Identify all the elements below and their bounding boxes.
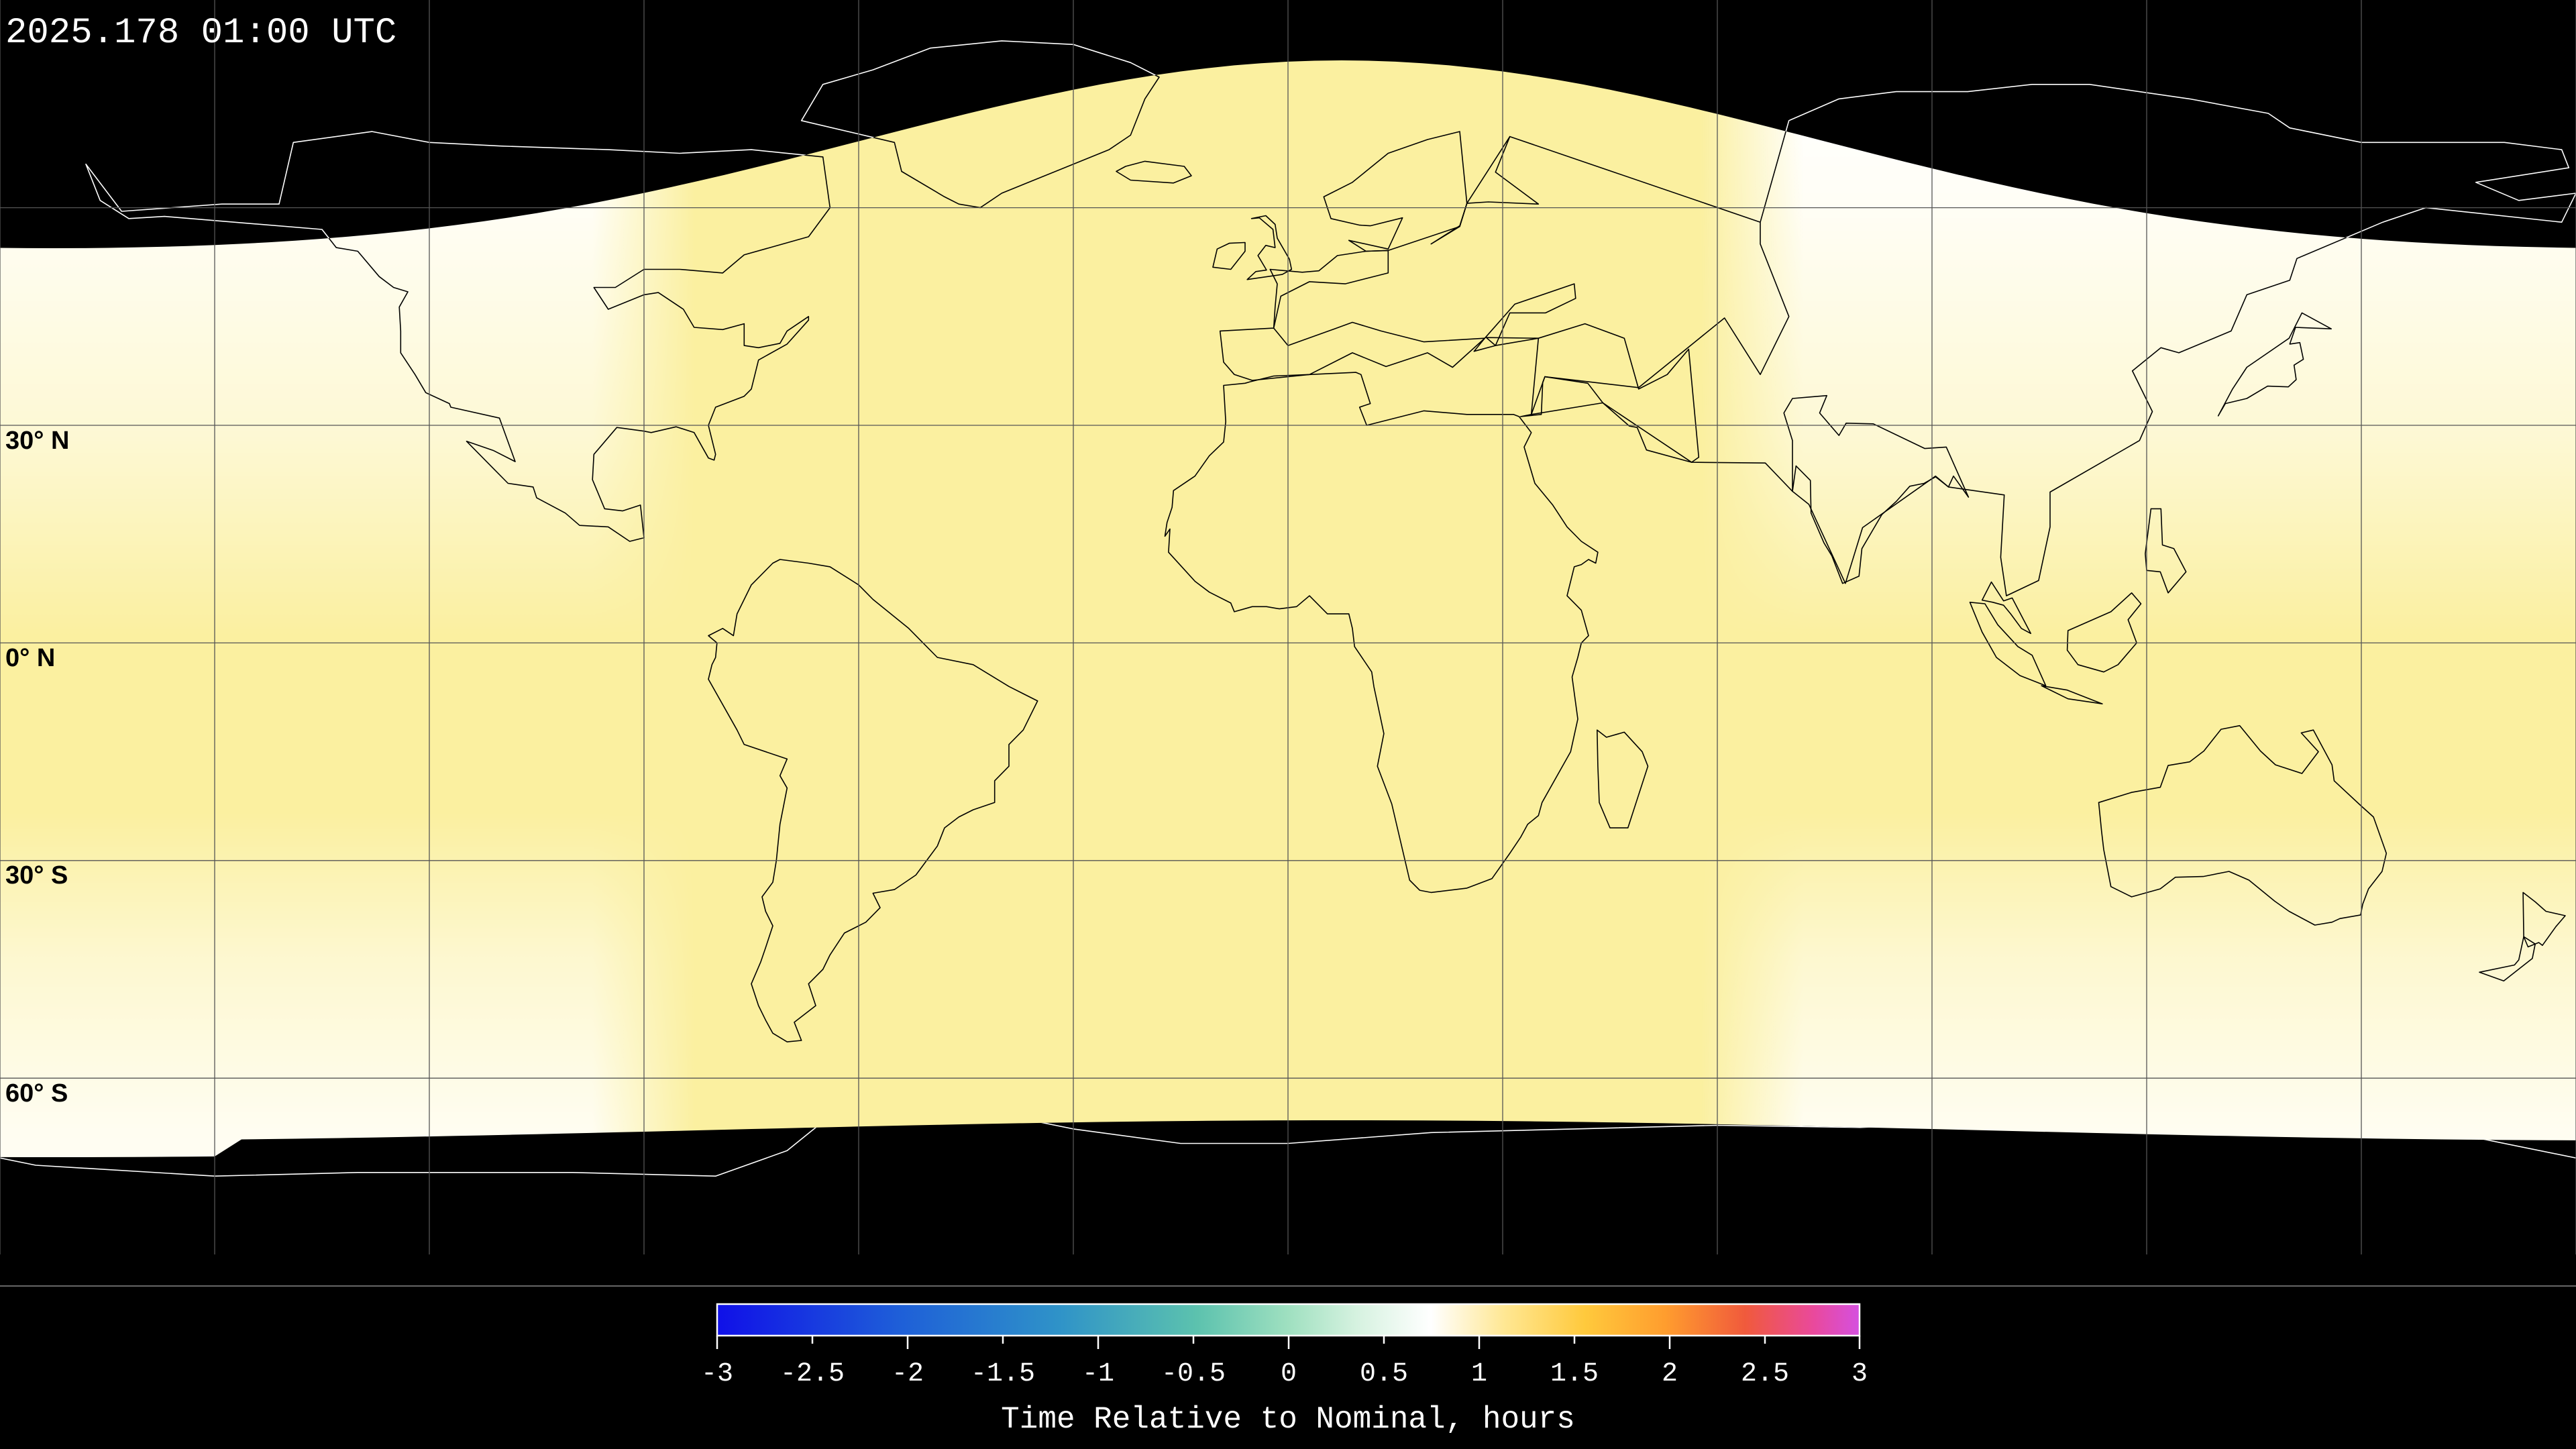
svg-text:2: 2 xyxy=(1662,1359,1678,1389)
svg-text:3: 3 xyxy=(1851,1359,1868,1389)
svg-text:-1: -1 xyxy=(1082,1359,1114,1389)
svg-text:30° S: 30° S xyxy=(5,861,68,890)
svg-text:60° S: 60° S xyxy=(5,1079,68,1108)
svg-text:-0.5: -0.5 xyxy=(1161,1359,1226,1389)
svg-text:2.5: 2.5 xyxy=(1741,1359,1789,1389)
svg-text:1.5: 1.5 xyxy=(1550,1359,1599,1389)
svg-text:Time Relative to Nominal, hour: Time Relative to Nominal, hours xyxy=(1001,1402,1575,1437)
svg-text:0° N: 0° N xyxy=(5,644,55,672)
svg-text:-2: -2 xyxy=(892,1359,924,1389)
svg-text:0: 0 xyxy=(1281,1359,1297,1389)
svg-text:-3: -3 xyxy=(701,1359,733,1389)
svg-text:2025.178 01:00 UTC: 2025.178 01:00 UTC xyxy=(5,13,396,54)
svg-text:-1.5: -1.5 xyxy=(971,1359,1035,1389)
svg-text:30° N: 30° N xyxy=(5,427,69,455)
svg-text:-2.5: -2.5 xyxy=(780,1359,845,1389)
svg-text:1: 1 xyxy=(1471,1359,1487,1389)
svg-text:60° N: 60° N xyxy=(5,209,69,237)
svg-text:0.5: 0.5 xyxy=(1360,1359,1408,1389)
